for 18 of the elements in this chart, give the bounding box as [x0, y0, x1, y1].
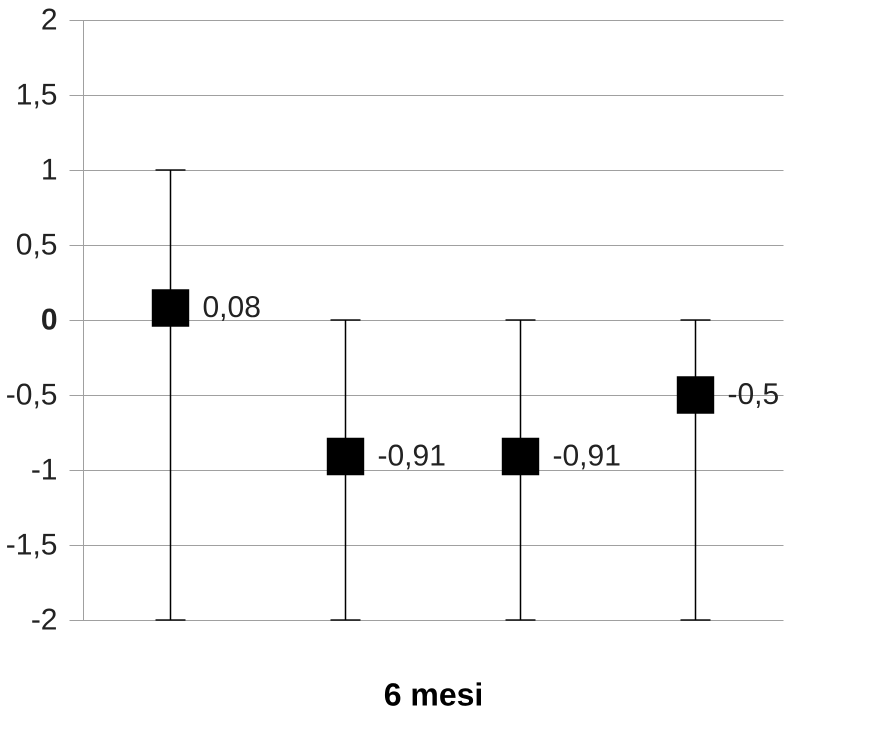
y-tick-label: -1,5: [6, 528, 58, 562]
y-tick-label: -1: [30, 454, 58, 486]
y-tick-label: 0,5: [16, 228, 58, 262]
point: [152, 289, 190, 327]
y-tick-label: -0,5: [6, 378, 58, 412]
data-label: -0,5: [728, 378, 780, 411]
data-label: 0,08: [202, 291, 261, 324]
data-label: -0,91: [552, 440, 621, 472]
y-tick-label: 1,5: [16, 78, 58, 112]
data-label: -0,91: [378, 440, 446, 472]
x-axis-title: 6 mesi: [384, 676, 484, 712]
point: [676, 376, 714, 414]
y-tick-label: 2: [40, 4, 58, 36]
y-tick-label: -2: [30, 604, 58, 636]
point: [326, 438, 364, 476]
point: [502, 438, 540, 476]
y-tick-label: 1: [40, 154, 58, 186]
y-tick-label: 0: [40, 304, 58, 336]
